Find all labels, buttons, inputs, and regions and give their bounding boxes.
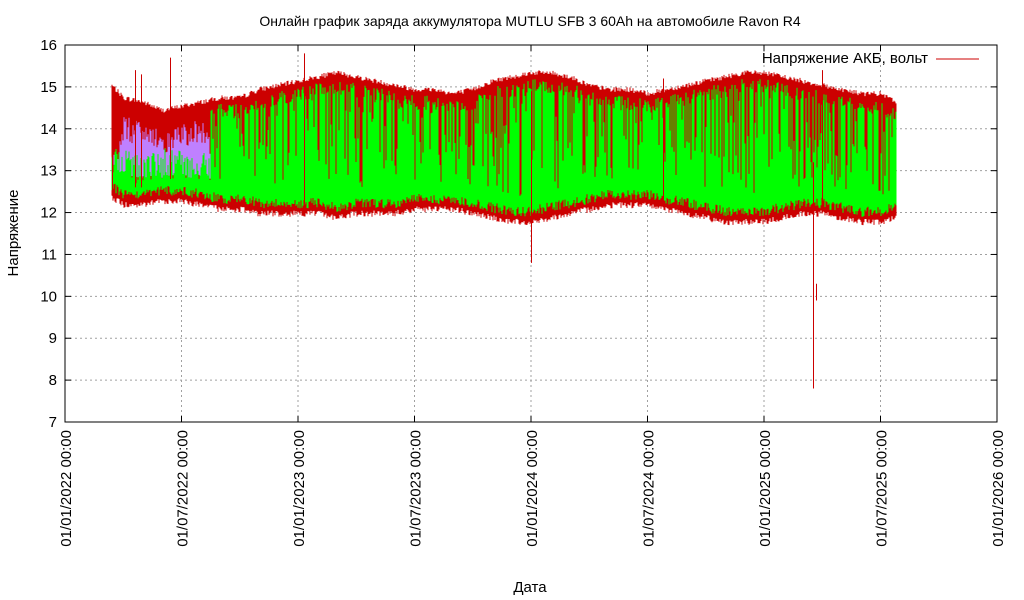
y-axis: 7 8 9 10 11 12 13 14 15 16	[40, 37, 997, 431]
x-tick-label: 01/07/2023 00:00	[408, 430, 425, 547]
y-tick-label: 16	[40, 37, 57, 54]
x-tick-label: 01/01/2025 00:00	[757, 430, 774, 547]
x-tick-label: 01/01/2024 00:00	[524, 430, 541, 547]
x-tick-label: 01/01/2023 00:00	[291, 430, 308, 547]
y-tick-label: 12	[40, 205, 57, 222]
x-tick-label: 01/01/2026 00:00	[990, 430, 1007, 547]
x-axis-label: Дата	[513, 579, 547, 596]
y-tick-label: 15	[40, 79, 57, 96]
x-axis: 01/01/2022 00:00 01/07/2022 00:00 01/01/20…	[58, 45, 1007, 547]
x-tick-label: 01/07/2025 00:00	[874, 430, 891, 547]
plot-area	[111, 53, 897, 389]
y-tick-label: 7	[49, 414, 57, 431]
x-tick-label: 01/07/2024 00:00	[641, 430, 658, 547]
y-tick-label: 11	[41, 246, 57, 263]
y-tick-label: 9	[49, 330, 57, 347]
y-tick-label: 10	[40, 288, 57, 305]
x-tick-label: 01/07/2022 00:00	[175, 430, 192, 547]
chart-title: Онлайн график заряда аккумулятора MUTLU …	[259, 13, 800, 29]
y-tick-label: 14	[40, 121, 57, 138]
legend-label: Напряжение АКБ, вольт	[762, 50, 928, 67]
x-tick-label: 01/01/2022 00:00	[58, 430, 75, 547]
y-tick-label: 13	[40, 163, 57, 180]
y-tick-label: 8	[49, 372, 57, 389]
legend: Напряжение АКБ, вольт	[762, 50, 979, 67]
y-axis-label: Напряжение	[5, 190, 22, 277]
